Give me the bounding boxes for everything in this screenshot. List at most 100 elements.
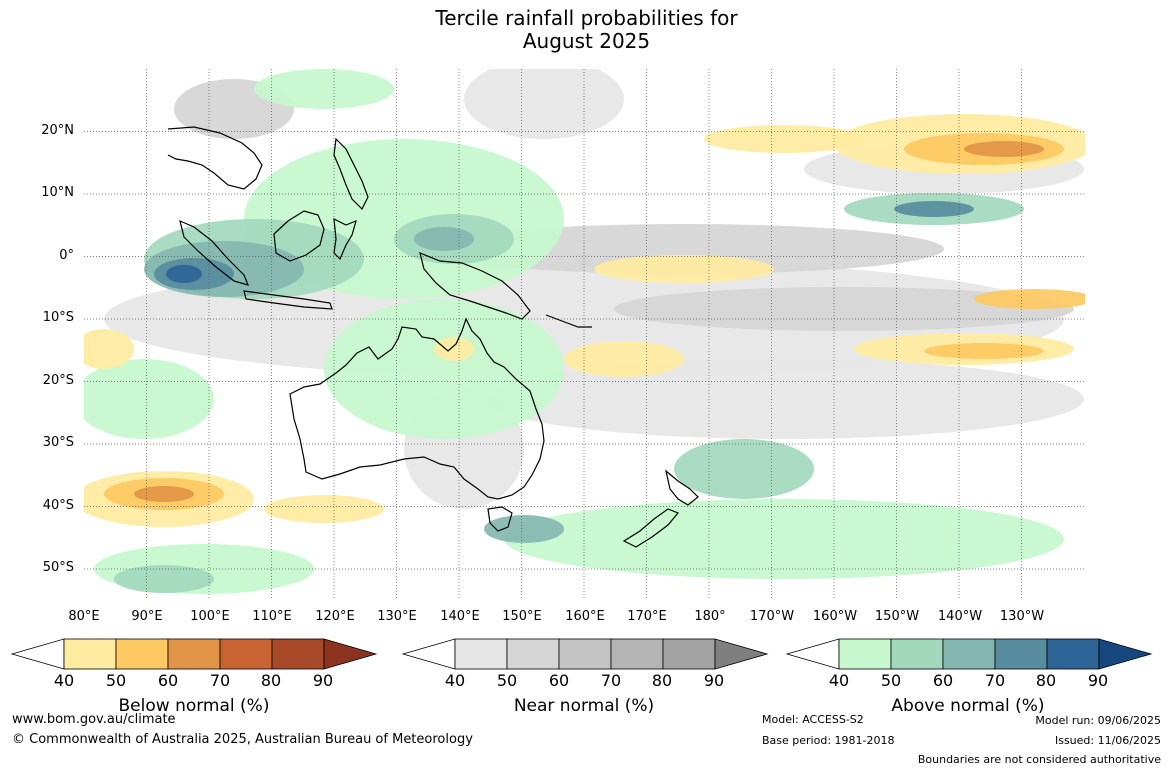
lat-label-10s: 10°S (42, 310, 74, 325)
lon-label-80e: 80°E (68, 609, 100, 624)
lon-label-140e: 140°E (440, 609, 480, 624)
tasmania-coastline (487, 506, 513, 532)
probability-shading-patch (484, 515, 564, 543)
australia-coastline (289, 317, 545, 500)
website-link[interactable]: www.bom.gov.au/climate (12, 712, 176, 727)
lon-label-160w: 160°W (812, 609, 858, 624)
colorbar-near-tick: 70 (600, 671, 622, 690)
probability-shading-patch (84, 359, 214, 439)
lat-label-20n: 20°N (41, 123, 74, 138)
lon-label-170e: 170°E (627, 609, 667, 624)
colorbar-upper-triangle (714, 638, 769, 670)
colorbar-cell (219, 638, 273, 670)
model-text: Model: ACCESS-S2 (762, 713, 864, 726)
probability-shading-patch (84, 329, 134, 369)
sulawesi-coastline (333, 217, 357, 261)
probability-shading-patch (894, 201, 974, 217)
probability-shading-patch (974, 289, 1085, 309)
colorbar-near-tick: 60 (548, 671, 570, 690)
lon-label-130e: 130°E (377, 609, 417, 624)
colorbar-near-tick: 40 (444, 671, 466, 690)
colorbar-above-label: Above normal (%) (891, 696, 1045, 716)
colorbar-below-tick: 90 (312, 671, 334, 690)
colorbar-below-tick: 60 (157, 671, 179, 690)
colorbar-below-tick: 40 (53, 671, 75, 690)
colorbar-below-tick: 80 (260, 671, 282, 690)
graticule (84, 69, 1085, 600)
lat-label-30s: 30°S (42, 435, 74, 450)
colorbar-below-normal (10, 638, 378, 670)
colorbar-cell (115, 638, 169, 670)
colorbar-above-tick: 80 (1035, 671, 1057, 690)
colorbar-cell (271, 638, 325, 670)
colorbar-above-normal (785, 638, 1153, 670)
colorbar-upper-triangle (323, 638, 378, 670)
sumatra-coastline (179, 219, 250, 286)
lon-label-130w: 130°W (999, 609, 1045, 624)
lon-label-140w: 140°W (937, 609, 983, 624)
lat-label-0: 0° (59, 248, 74, 263)
colorbar-cell (838, 638, 892, 670)
coastlines (167, 126, 699, 548)
colorbar-near-normal (401, 638, 769, 670)
colorbar-near-tick: 90 (703, 671, 725, 690)
colorbar-cell (994, 638, 1048, 670)
model-run-text: Model run: 09/06/2025 (1035, 714, 1161, 727)
new-zealand-south-coastline (622, 508, 679, 548)
lon-label-150e: 150°E (502, 609, 542, 624)
lat-label-20s: 20°S (42, 373, 74, 388)
colorbar-below-tick: 70 (209, 671, 231, 690)
map-title-line1: Tercile rainfall probabilities for (435, 6, 738, 30)
colorbar-above-tick: 40 (828, 671, 850, 690)
colorbar-cell (890, 638, 944, 670)
lon-label-180: 180° (694, 609, 726, 624)
probability-shading-patch (324, 299, 564, 439)
rainfall-probability-map (84, 69, 1085, 600)
lat-label-50s: 50°S (42, 560, 74, 575)
probability-shading-patch (564, 341, 684, 377)
colorbar-cell (942, 638, 996, 670)
colorbar-above-tick: 60 (932, 671, 954, 690)
probability-shading (84, 69, 1085, 594)
probability-shading-patch (704, 125, 864, 153)
colorbar-cell (454, 638, 508, 670)
colorbar-cell (610, 638, 664, 670)
disclaimer-text: Boundaries are not considered authoritat… (917, 753, 1161, 766)
probability-shading-patch (504, 499, 1064, 579)
colorbar-below-tick: 50 (105, 671, 127, 690)
lon-label-120e: 120°E (315, 609, 355, 624)
lat-label-40s: 40°S (42, 498, 74, 513)
lon-label-110e: 110°E (252, 609, 292, 624)
new-zealand-north-coastline (665, 469, 699, 506)
probability-shading-patch (264, 495, 384, 523)
colorbar-above-tick: 70 (984, 671, 1006, 690)
probability-shading-patch (134, 486, 194, 502)
colorbar-near-tick: 80 (651, 671, 673, 690)
colorbar-cell (1046, 638, 1100, 670)
colorbar-cell (167, 638, 221, 670)
colorbar-near-tick: 50 (496, 671, 518, 690)
lat-label-10n: 10°N (41, 185, 74, 200)
probability-shading-patch (594, 255, 774, 283)
colorbar-lower-triangle (785, 638, 840, 670)
colorbar-above-tick: 50 (880, 671, 902, 690)
borneo-coastline (273, 210, 325, 262)
map-title-line2: August 2025 (522, 29, 651, 53)
copyright-text: © Commonwealth of Australia 2025, Austra… (12, 732, 473, 747)
colorbar-lower-triangle (10, 638, 65, 670)
probability-shading-patch (484, 359, 1084, 439)
colorbar-cell (662, 638, 716, 670)
probability-shading-patch (114, 565, 214, 593)
probability-shading-patch (166, 265, 202, 283)
colorbar-cell (63, 638, 117, 670)
probability-shading-patch (254, 69, 394, 109)
new-guinea-coastline (419, 252, 531, 320)
colorbar-below-label: Below normal (%) (118, 696, 270, 716)
solomon-islands-coastline (545, 314, 592, 328)
lon-label-100e: 100°E (190, 609, 230, 624)
colorbar-cell (558, 638, 612, 670)
colorbar-cell (506, 638, 560, 670)
java-coastline (243, 290, 333, 310)
issued-text: Issued: 11/06/2025 (1054, 734, 1161, 747)
probability-shading-patch (414, 227, 474, 251)
